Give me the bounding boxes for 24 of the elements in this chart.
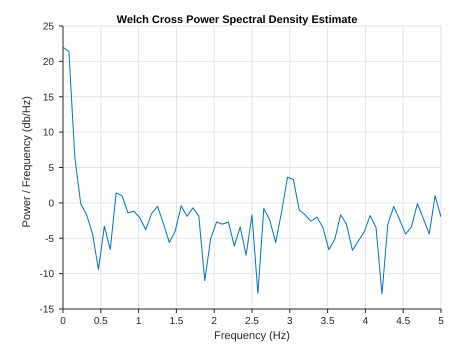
x-tick-label: 4.5 [396, 316, 411, 328]
x-tick-label: 3 [287, 316, 294, 328]
x-tick-label: 3.5 [320, 316, 335, 328]
x-tick-label: 1 [136, 316, 142, 328]
y-tick-label: -10 [40, 269, 54, 280]
y-tick-label: 15 [42, 92, 54, 104]
x-tick-label: 0 [60, 316, 66, 328]
y-tick-label: -15 [40, 304, 54, 316]
x-axis-title: Frequency (Hz) [214, 330, 290, 342]
y-tick-label: 20 [42, 56, 54, 68]
y-tick-label: 25 [42, 22, 54, 33]
y-axis-title: Power / Frequency (db/Hz) [20, 96, 33, 228]
line-series [63, 46, 441, 295]
chart-title: Welch Cross Power Spectral Density Estimate [116, 14, 358, 26]
x-tick-label: 2 [211, 316, 218, 328]
y-tick-label: -5 [45, 234, 54, 245]
y-tick-label: 0 [48, 198, 54, 210]
x-tick-label: 0.5 [94, 316, 108, 328]
y-tick-label: 10 [42, 128, 54, 139]
x-tick-label: 5 [438, 316, 444, 328]
y-tick-label: 5 [48, 163, 54, 174]
x-tick-label: 2.5 [245, 316, 260, 328]
x-tick-label: 4 [362, 316, 369, 328]
x-tick-label: 1.5 [169, 316, 184, 328]
